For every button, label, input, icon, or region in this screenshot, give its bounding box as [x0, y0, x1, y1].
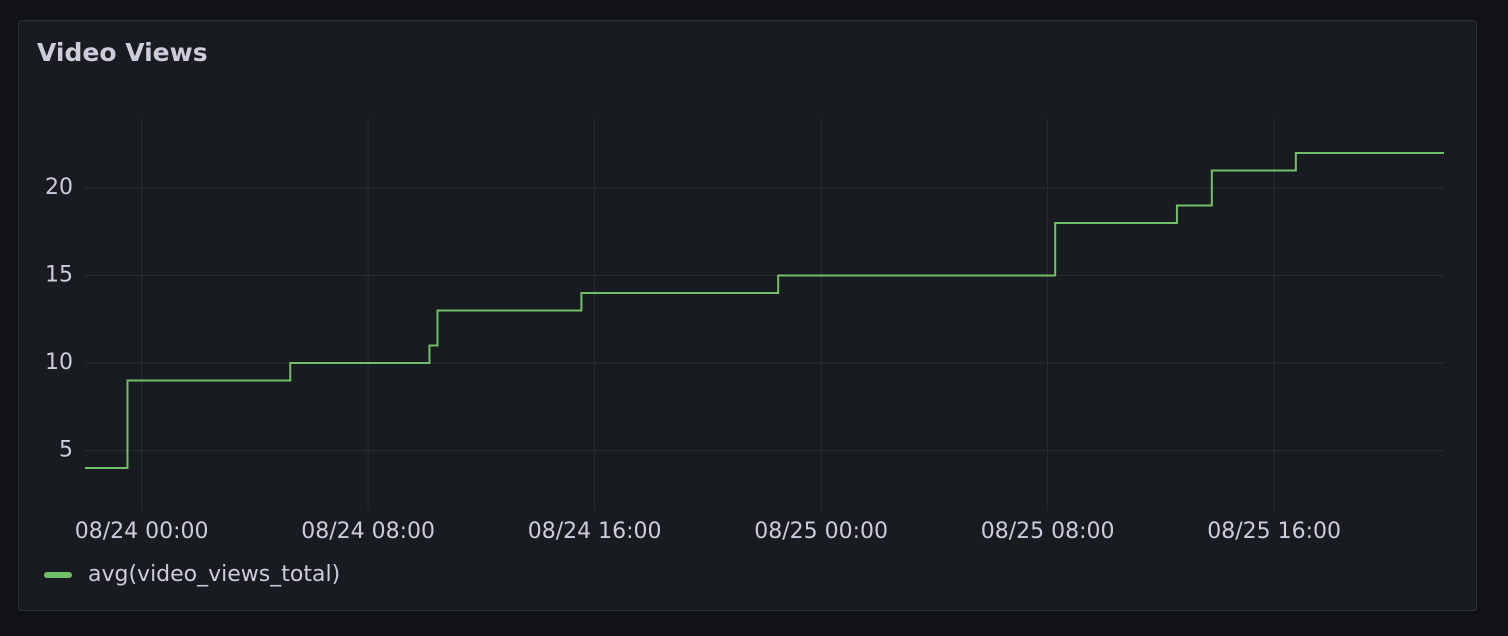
x-tick-label: 08/24 08:00 [301, 519, 435, 544]
x-tick-label: 08/25 08:00 [981, 519, 1115, 544]
panel [18, 20, 1477, 611]
x-tick-label: 08/24 00:00 [75, 519, 209, 544]
legend-swatch [44, 572, 72, 578]
legend-label: avg(video_views_total) [88, 562, 340, 587]
y-tick-label: 15 [45, 263, 73, 288]
y-tick-label: 20 [45, 175, 73, 200]
chart-title: Video Views [37, 38, 208, 67]
series-line [85, 152, 1444, 469]
y-tick-label: 5 [59, 438, 73, 463]
x-tick-label: 08/25 00:00 [754, 519, 888, 544]
y-tick-label: 10 [45, 350, 73, 375]
x-tick-label: 08/24 16:00 [528, 519, 662, 544]
x-tick-label: 08/25 16:00 [1207, 519, 1341, 544]
